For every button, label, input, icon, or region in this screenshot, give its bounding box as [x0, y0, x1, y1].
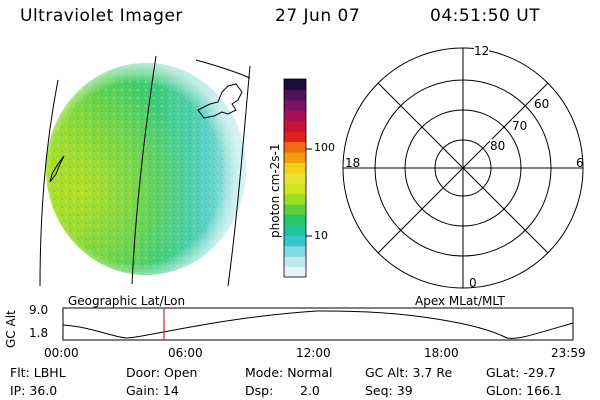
- info-dsp-value: 2.0: [300, 383, 320, 398]
- colorbar-segment: [284, 131, 306, 143]
- colorbar-segment: [284, 151, 306, 163]
- info-glon: GLon: 166.1: [486, 383, 562, 398]
- polar-ring-70: 70: [512, 119, 528, 133]
- header-date: 27 Jun 07: [275, 6, 361, 26]
- color-scale-bar: [283, 78, 312, 278]
- polar-ring-80: 80: [490, 139, 506, 153]
- colorbar-tick-10: 10: [314, 229, 328, 242]
- info-gain: Gain: 14: [126, 383, 179, 398]
- orbit-ytick-1-8: 1.8: [29, 326, 49, 340]
- colorbar-segment: [284, 79, 306, 90]
- polar-label-6: 6: [576, 156, 584, 170]
- polar-label-12: 12: [474, 44, 490, 58]
- info-ip: IP: 36.0: [10, 383, 58, 398]
- info-dsp-label: Dsp:: [245, 383, 274, 398]
- header-time: 04:51:50 UT: [430, 6, 541, 26]
- colorbar-segment: [284, 204, 306, 215]
- colorbar-segment: [284, 266, 306, 278]
- info-gc-alt: GC Alt: 3.7 Re: [365, 365, 453, 380]
- colorbar-segment: [284, 193, 306, 205]
- colorbar-segment: [284, 224, 306, 236]
- polar-grid: [342, 47, 584, 289]
- orbit-xtick-1800: 18:00: [424, 346, 459, 360]
- info-flt: Flt: LBHL: [10, 365, 66, 380]
- info-glat: GLat: -29.7: [486, 365, 556, 380]
- uv-earth-image: [39, 55, 251, 287]
- colorbar-segment: [284, 99, 306, 111]
- colorbar-segment: [284, 235, 306, 247]
- colorbar-segment: [284, 256, 306, 268]
- polar-ring-60: 60: [534, 97, 550, 111]
- polar-label-18: 18: [345, 156, 361, 170]
- orbit-xtick-0600: 06:00: [168, 346, 203, 360]
- colorbar-segment: [284, 110, 306, 122]
- orbit-left-title: Geographic Lat/Lon: [68, 294, 186, 308]
- polar-label-0: 0: [469, 276, 477, 290]
- colorbar-tick-100: 100: [314, 141, 335, 154]
- orbit-altitude-plot: [62, 307, 574, 341]
- orbit-ytick-9: 9.0: [29, 303, 49, 317]
- colorbar-segment: [284, 141, 306, 153]
- colorbar-segment: [284, 162, 306, 174]
- colorbar-label: photon cm-2s-1: [268, 143, 282, 239]
- colorbar-segment: [284, 214, 306, 226]
- orbit-xtick-0000: 00:00: [44, 346, 79, 360]
- info-mode: Mode: Normal: [245, 365, 333, 380]
- orbit-xtick-2359: 23:59: [551, 346, 586, 360]
- colorbar-segment: [284, 120, 306, 132]
- colorbar-segment: [284, 183, 306, 195]
- orbit-ylabel: GC Alt: [4, 310, 18, 348]
- orbit-right-title: Apex MLat/MLT: [415, 294, 505, 308]
- colorbar-segment: [284, 172, 306, 184]
- info-door: Door: Open: [126, 365, 198, 380]
- info-seq: Seq: 39: [365, 383, 413, 398]
- app-title: Ultraviolet Imager: [20, 6, 183, 26]
- orbit-xtick-1200: 12:00: [296, 346, 331, 360]
- colorbar-segment: [284, 245, 306, 257]
- colorbar-segment: [284, 89, 306, 101]
